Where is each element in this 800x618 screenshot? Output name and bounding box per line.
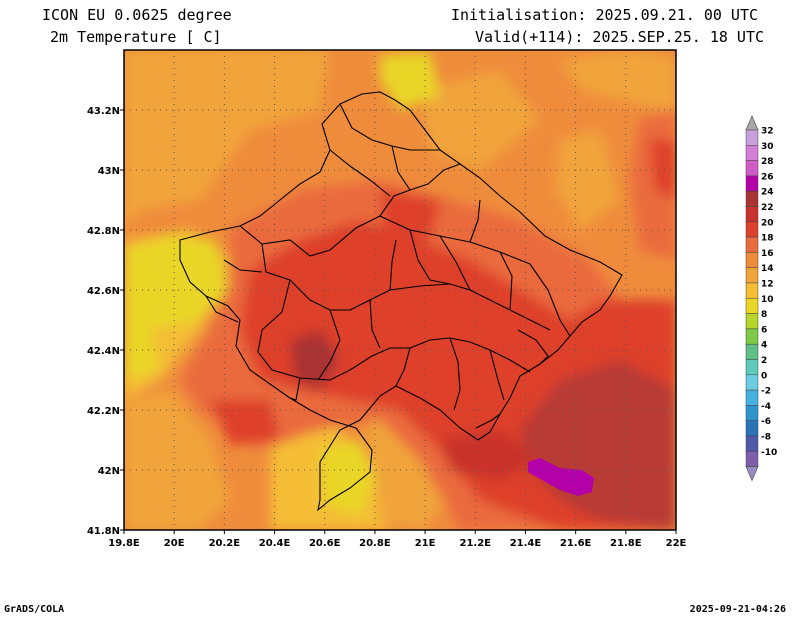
colorbar-swatch — [745, 435, 759, 452]
colorbar-bottom-arrow — [745, 466, 759, 482]
variable-title: 2m Temperature [ C] — [50, 28, 222, 46]
colorbar-swatch — [745, 145, 759, 161]
colorbar-top-arrow — [745, 115, 759, 131]
latitude-labels: 43.2N 43N 42.8N 42.6N 42.4N 42.2N 42N 41.8N — [87, 106, 124, 537]
colorbar-label: 0 — [761, 371, 767, 381]
longitude-labels: 19.8E 20E 20.2E 20.4E 20.6E 20.8E 21E 21.2E 21.4… — [108, 530, 687, 549]
lat-tick-label: 43N — [98, 166, 120, 177]
colorbar-label: 20 — [761, 218, 774, 228]
lat-tick-label: 41.8N — [87, 526, 120, 537]
colorbar-label: 8 — [761, 310, 767, 320]
colorbar-swatch — [745, 389, 759, 406]
colorbar-label: -8 — [761, 433, 771, 443]
colorbar-swatch — [745, 252, 759, 268]
colorbar-swatch — [745, 160, 759, 177]
colorbar-label: -4 — [761, 402, 771, 412]
lat-tick-label: 42.2N — [87, 406, 120, 417]
colorbar-label: 2 — [761, 356, 767, 366]
colorbar-swatch — [745, 328, 759, 345]
colorbar-label: 12 — [761, 280, 774, 290]
hotspot-patch — [528, 458, 594, 496]
lon-tick-label: 22E — [666, 538, 687, 549]
colorbar-swatch — [745, 313, 759, 330]
init-time: Initialisation: 2025.09.21. 00 UTC — [450, 6, 758, 24]
colorbar-label: 26 — [761, 172, 774, 182]
software-credit: GrADS/COLA — [4, 604, 65, 615]
colorbar-label: 10 — [761, 295, 774, 305]
colorbar-swatch — [745, 359, 759, 376]
colorbar-swatch — [745, 236, 759, 253]
colorbar-swatch — [745, 374, 759, 391]
lon-tick-label: 21E — [415, 538, 436, 549]
colorbar-label: 6 — [761, 325, 767, 335]
colorbar-swatch — [745, 267, 759, 284]
colorbar-swatch — [745, 175, 759, 192]
lon-tick-label: 21.6E — [560, 538, 592, 549]
colorbar-label: 22 — [761, 203, 774, 213]
lon-tick-label: 21.4E — [510, 538, 542, 549]
colorbar-swatch — [745, 190, 759, 207]
colorbar-swatch — [745, 206, 759, 223]
lon-tick-label: 19.8E — [108, 538, 140, 549]
colorbar-label: 16 — [761, 249, 774, 259]
colorbar-swatch — [745, 129, 759, 146]
lat-tick-label: 43.2N — [87, 106, 120, 117]
colorbar-label: -10 — [761, 448, 777, 458]
colorbar-label: -6 — [761, 417, 771, 427]
colorbar-label: -2 — [761, 387, 771, 397]
lon-tick-label: 20E — [164, 538, 185, 549]
colorbar-label: 32 — [761, 127, 774, 137]
colorbar-swatch — [745, 405, 759, 421]
lon-tick-label: 20.8E — [359, 538, 391, 549]
grid-lines — [124, 50, 676, 530]
colorbar-label: 24 — [761, 188, 774, 198]
render-timestamp: 2025-09-21-04:26 — [689, 604, 786, 615]
colorbar-label: 28 — [761, 157, 774, 167]
lon-tick-label: 21.8E — [610, 538, 642, 549]
temperature-field — [124, 50, 676, 530]
valid-time: Valid(+114): 2025.SEP.25. 18 UTC — [475, 28, 764, 46]
colorbar-swatch — [745, 451, 759, 467]
colorbar-swatch — [745, 221, 759, 238]
colorbar-label: 18 — [761, 234, 774, 244]
model-title: ICON EU 0.0625 degree — [42, 6, 232, 24]
colorbar-label: 14 — [761, 264, 774, 274]
lat-tick-label: 42N — [98, 466, 120, 477]
colorbar-swatch — [745, 298, 759, 314]
lon-tick-label: 21.2E — [460, 538, 492, 549]
lon-tick-label: 20.6E — [309, 538, 341, 549]
boundary-lines — [179, 91, 623, 512]
lat-tick-label: 42.8N — [87, 226, 120, 237]
colorbar-label: 4 — [761, 341, 767, 351]
colorbar-label: 30 — [761, 142, 774, 152]
lon-tick-label: 20.2E — [209, 538, 241, 549]
colorbar-swatch — [745, 282, 759, 299]
lat-tick-label: 42.6N — [87, 286, 120, 297]
colorbar-swatch — [745, 420, 759, 437]
colorbar-swatch — [745, 343, 759, 360]
lon-tick-label: 20.4E — [259, 538, 291, 549]
lat-tick-label: 42.4N — [87, 346, 120, 357]
